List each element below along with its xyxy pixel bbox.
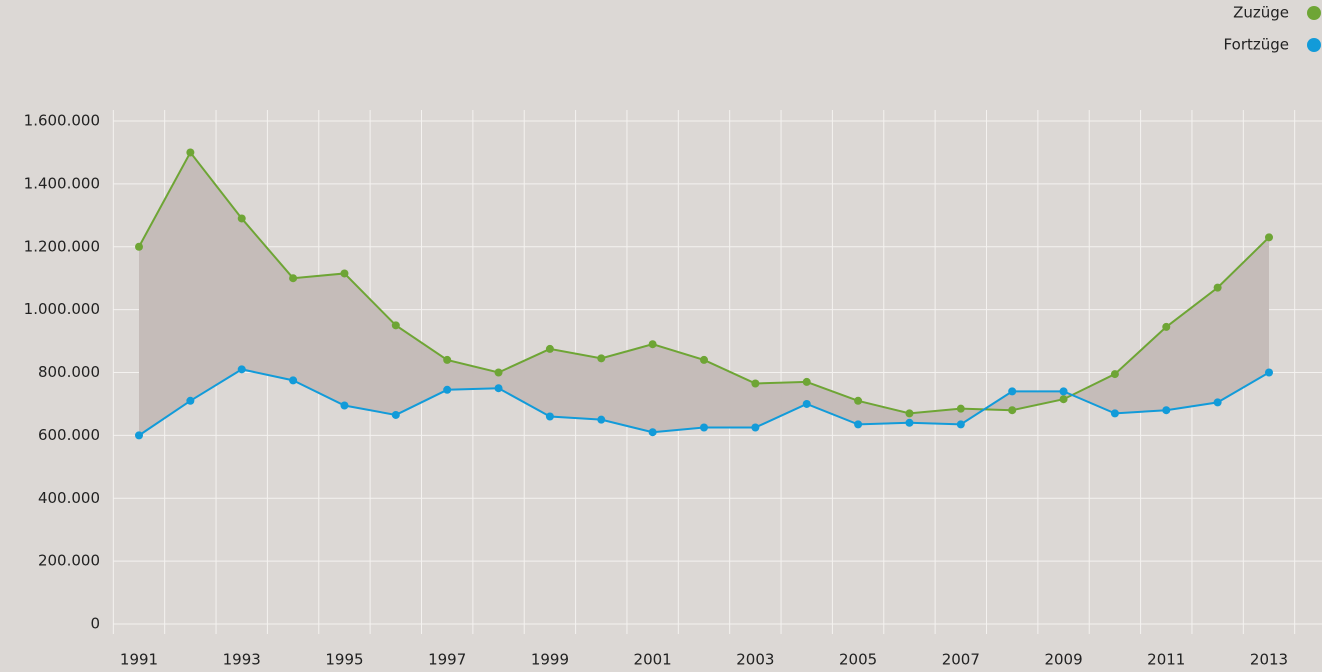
data-point [700, 355, 708, 364]
data-point [751, 423, 760, 432]
data-point [545, 344, 554, 353]
x-tick-label: 2009 [1044, 651, 1082, 669]
y-tick-label: 1.200.000 [24, 237, 100, 255]
data-point [494, 368, 503, 377]
data-point [391, 321, 400, 330]
x-tick-label: 1999 [531, 651, 569, 669]
legend-marker [1307, 6, 1321, 20]
data-point [340, 269, 349, 278]
data-point [289, 376, 298, 385]
data-point [905, 409, 914, 418]
y-tick-label: 400.000 [38, 489, 100, 507]
data-point [289, 274, 298, 283]
x-tick-label: 2005 [839, 651, 877, 669]
data-point [648, 428, 657, 437]
data-point [237, 214, 246, 223]
x-tick-label: 2007 [942, 651, 980, 669]
data-point [1265, 368, 1273, 377]
data-point [956, 420, 965, 429]
data-point [1059, 395, 1068, 404]
data-point [1008, 387, 1017, 396]
data-point [340, 401, 349, 410]
x-tick-label: 1993 [223, 651, 261, 669]
data-point [186, 148, 195, 157]
y-tick-label: 1.600.000 [24, 112, 100, 130]
data-point [1213, 283, 1222, 292]
data-point [1059, 387, 1068, 396]
data-point [443, 355, 452, 364]
x-tick-label: 2003 [736, 651, 774, 669]
data-point [1162, 406, 1171, 415]
data-point [237, 365, 246, 374]
data-point [700, 423, 708, 432]
data-point [1008, 406, 1017, 415]
x-tick-label: 1991 [120, 651, 158, 669]
data-point [186, 396, 195, 405]
data-point [802, 399, 811, 408]
y-tick-label: 200.000 [38, 552, 100, 570]
data-point [751, 379, 760, 388]
data-point [854, 420, 863, 429]
data-point [1213, 398, 1222, 407]
difference-area [139, 152, 1269, 436]
y-tick-label: 0 [90, 615, 100, 633]
x-tick-label: 1997 [428, 651, 466, 669]
data-point [802, 377, 811, 386]
data-point [545, 412, 554, 421]
legend-label: Fortzüge [1224, 36, 1289, 54]
data-point [597, 415, 606, 424]
x-tick-label: 2013 [1250, 651, 1288, 669]
data-point [1265, 233, 1273, 242]
x-tick-label: 2001 [634, 651, 672, 669]
y-tick-label: 600.000 [38, 426, 100, 444]
data-point [1162, 322, 1171, 331]
y-tick-label: 800.000 [38, 363, 100, 381]
data-point [1110, 409, 1119, 418]
data-point [648, 340, 657, 349]
data-point [854, 396, 863, 405]
data-point [135, 242, 143, 251]
y-tick-label: 1.000.000 [24, 300, 100, 318]
data-point [956, 404, 965, 413]
legend-label: Zuzüge [1233, 4, 1289, 22]
x-tick-label: 2011 [1147, 651, 1185, 669]
data-point [1110, 370, 1119, 379]
y-tick-label: 1.400.000 [24, 174, 100, 192]
x-tick-label: 1995 [325, 651, 363, 669]
data-point [391, 410, 400, 419]
legend-marker [1307, 38, 1321, 52]
data-point [597, 354, 606, 363]
data-point [135, 431, 143, 440]
data-point [494, 384, 503, 393]
data-point [443, 385, 452, 394]
data-point [905, 418, 914, 427]
